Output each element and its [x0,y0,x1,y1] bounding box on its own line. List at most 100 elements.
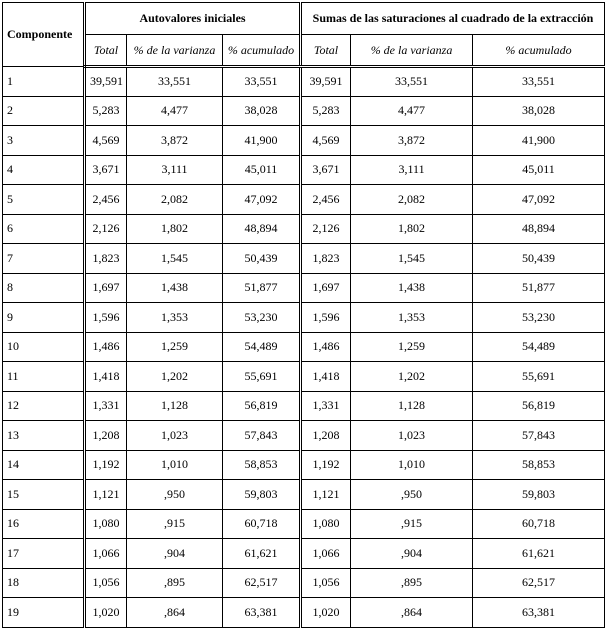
cell: 60,718 [221,508,302,539]
cell: 1,259 [126,331,223,362]
table-row: 9 1,596 1,353 53,230 1,596 1,353 53,230 [2,302,606,333]
table-row: 16 1,080,915 60,718 1,080,915 60,718 [2,508,606,539]
cell: 63,381 [221,597,302,628]
row-label: 15 [2,479,85,510]
cell: 2,082 [126,184,223,215]
cell: 38,028 [472,95,606,126]
table-row: 14 1,192 1,010 58,853 1,192 1,010 58,853 [2,449,606,480]
group-header: Autovalores iniciales [82,2,302,35]
cell: 1,331 [83,390,127,421]
row-label: 17 [2,538,85,569]
cell: 54,489 [472,331,606,362]
cell: 51,877 [472,272,606,303]
cell: ,915 [350,508,474,539]
row-label: 8 [2,272,85,303]
cell: 1,080 [299,508,352,539]
row-label: 2 [2,95,85,126]
row-label: 3 [2,125,85,156]
table-body: 1 39,591 33,551 33,551 39,591 33,551 33,551 2 5,… [2,66,606,628]
cell: 1,121 [299,479,352,510]
row-label: 9 [2,302,85,333]
cell: 55,691 [472,361,606,392]
cell: 4,569 [299,125,352,156]
group-header-row: Componente Autovalores iniciales Sumas d… [2,2,606,67]
cell: 1,202 [126,361,223,392]
cell: 59,803 [472,479,606,510]
cell: 47,092 [472,184,606,215]
cell: 61,621 [221,538,302,569]
cell: 60,718 [472,508,606,539]
cell: 45,011 [221,154,302,185]
subheader: % acumulado [472,34,606,68]
cell: 1,438 [350,272,474,303]
cell: 5,283 [83,95,127,126]
cell: 1,066 [299,538,352,569]
cell: 2,456 [299,184,352,215]
group-header: Componente [2,2,85,67]
cell: 1,596 [83,302,127,333]
cell: 2,082 [350,184,474,215]
table-row: 8 1,697 1,438 51,877 1,697 1,438 51,877 [2,272,606,303]
cell: 2,456 [83,184,127,215]
cell: 56,819 [472,390,606,421]
cell: 56,819 [221,390,302,421]
cell: 1,802 [126,213,223,244]
cell: 55,691 [221,361,302,392]
table-row: 6 2,126 1,802 48,894 2,126 1,802 48,894 [2,213,606,244]
cell: 3,872 [126,125,223,156]
cell: 45,011 [472,154,606,185]
cell: 39,591 [83,66,127,97]
cell: 2,126 [83,213,127,244]
cell: 1,208 [299,420,352,451]
cell: 51,877 [221,272,302,303]
cell: 1,802 [350,213,474,244]
row-label: 18 [2,567,85,598]
cell: 1,418 [83,361,127,392]
cell: ,864 [126,597,223,628]
cell: 3,671 [299,154,352,185]
cell: 4,477 [350,95,474,126]
table-row: 5 2,456 2,082 47,092 2,456 2,082 47,092 [2,184,606,215]
row-label: 1 [2,66,85,97]
cell: 53,230 [472,302,606,333]
row-label: 6 [2,213,85,244]
cell: 1,020 [83,597,127,628]
cell: 1,545 [126,243,223,274]
cell: 1,353 [126,302,223,333]
row-label: 7 [2,243,85,274]
cell: 3,111 [126,154,223,185]
row-label: 19 [2,597,85,628]
cell: 1,697 [83,272,127,303]
cell: 57,843 [472,420,606,451]
cell: 47,092 [221,184,302,215]
cell: 1,192 [299,449,352,480]
cell: 33,551 [472,66,606,97]
subheader-row: Total% de la varianza% acumulado Total% d… [3,34,606,68]
subheader: % acumulado [221,34,302,68]
subheader: Total [299,34,352,68]
table-row: 4 3,671 3,111 45,011 3,671 3,111 45,011 [2,154,606,185]
cell: 62,517 [221,567,302,598]
cell: 1,486 [299,331,352,362]
cell: 63,381 [472,597,606,628]
subheader: % de la varianza [126,34,223,68]
cell: 1,823 [83,243,127,274]
cell: 1,259 [350,331,474,362]
cell: ,895 [126,567,223,598]
cell: 1,208 [83,420,127,451]
cell: 2,126 [299,213,352,244]
cell: 1,080 [83,508,127,539]
subheader: % de la varianza [350,34,474,68]
cell: 1,128 [126,390,223,421]
cell: 33,551 [221,66,302,97]
cell: ,904 [126,538,223,569]
cell: 50,439 [472,243,606,274]
table-row: 1 39,591 33,551 33,551 39,591 33,551 33,551 [2,66,606,97]
cell: 5,283 [299,95,352,126]
cell: ,950 [350,479,474,510]
cell: 1,020 [299,597,352,628]
row-label: 16 [2,508,85,539]
cell: 1,418 [299,361,352,392]
table-row: 3 4,569 3,872 41,900 4,569 3,872 41,900 [2,125,606,156]
